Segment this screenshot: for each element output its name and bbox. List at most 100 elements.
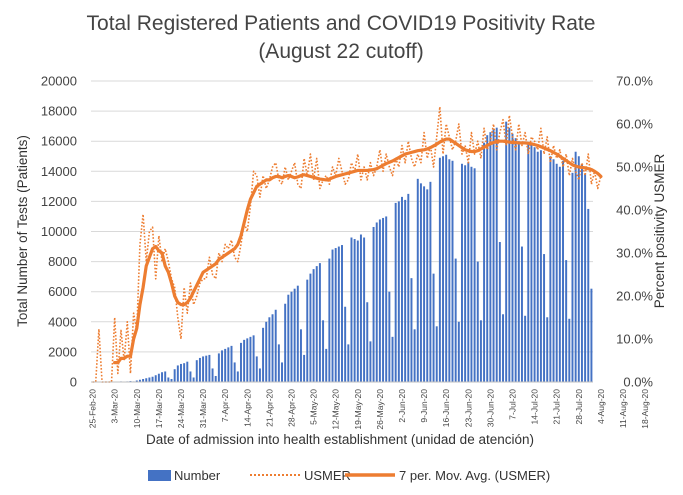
moving-average-line [113,137,603,365]
x-tick-label: 28-Apr-20 [286,389,296,427]
bar [309,273,312,382]
bar [331,249,334,382]
x-tick-label: 30-Jun-20 [485,389,495,428]
bar [476,261,479,382]
bar [546,317,549,382]
bar [255,356,258,382]
bar [511,133,514,382]
bar [306,279,309,382]
bar [382,217,385,382]
bar [359,234,362,382]
x-tick-label: 4-Aug-20 [596,389,606,424]
bar [385,216,388,382]
usmer-line [92,106,602,383]
x-tick-label: 23-Jun-20 [463,389,473,428]
legend-swatch-number [148,470,171,481]
bar [442,156,445,382]
bar [205,355,208,382]
bar [372,226,375,382]
bar [138,379,141,382]
x-tick-label: 11-Aug-20 [618,389,628,428]
x-tick-label: 25-Feb-20 [88,389,98,428]
bar [524,315,527,382]
legend-label-usmer: USMER [304,468,351,483]
bar [157,373,160,382]
bar [167,377,170,382]
bar [378,219,381,382]
bar [486,135,489,382]
bar [233,362,236,382]
x-tick-label: 21-Apr-20 [264,389,274,427]
bar [350,237,353,382]
bar [426,189,429,382]
line-series [92,106,603,383]
bar [568,318,571,382]
bar [337,246,340,382]
bar [558,166,561,382]
bar [312,269,315,383]
bar [514,138,517,382]
bar [416,178,419,382]
bar [527,144,530,382]
bar [195,360,198,382]
bar [413,329,416,382]
bar [584,174,587,382]
bar [366,302,369,382]
legend-label-number: Number [174,468,221,483]
bar [299,329,302,382]
bar [325,348,328,382]
bar [394,202,397,382]
bar [296,285,299,382]
bar [198,357,201,382]
bar [180,363,182,382]
y-tick-label: 18000 [41,104,77,119]
bar [483,142,486,382]
bar [151,376,154,382]
x-tick-label: 24-Mar-20 [176,389,186,428]
bar [565,260,568,382]
x-axis-label: Date of admission into health establishm… [146,432,534,447]
bar [520,246,523,382]
y-tick-label: 2000 [48,344,77,359]
bar [530,142,533,382]
bar [587,208,590,382]
bar [142,378,145,382]
bar [135,380,138,382]
bar [473,168,476,382]
bar [391,336,394,382]
x-tick-label: 9-Jun-20 [419,389,429,423]
bar [189,371,192,382]
bar [401,196,403,382]
y-tick-label: 10000 [41,224,77,239]
bar [287,294,290,382]
bar [183,363,186,382]
bar [448,159,451,382]
bar [388,291,391,382]
bar [492,129,495,382]
bar [290,291,293,382]
bar [145,378,148,382]
bar [243,339,246,382]
y2-axis-label: Percent positivity USMER [652,153,667,308]
bar [277,344,280,383]
x-tick-label: 2-Jun-20 [397,389,407,423]
x-tick-label: 14-Jul-20 [530,389,540,425]
x-tick-label: 14-Apr-20 [242,389,252,427]
bar [423,186,426,382]
bar [262,327,265,382]
y-tick-label: 0 [70,375,77,390]
y2-tick-label: 50.0% [616,160,653,175]
bar [344,306,347,382]
bar [176,365,179,382]
bar [445,154,448,382]
bar [508,127,511,382]
bar [470,166,473,382]
bar [249,336,252,382]
y-tick-label: 14000 [41,164,77,179]
x-tick-label: 7-Jul-20 [507,389,517,420]
bar [293,288,296,382]
y2-tick-label: 30.0% [616,246,653,261]
bar [517,141,520,382]
bar [224,348,227,382]
x-tick-label: 26-May-20 [375,389,385,430]
